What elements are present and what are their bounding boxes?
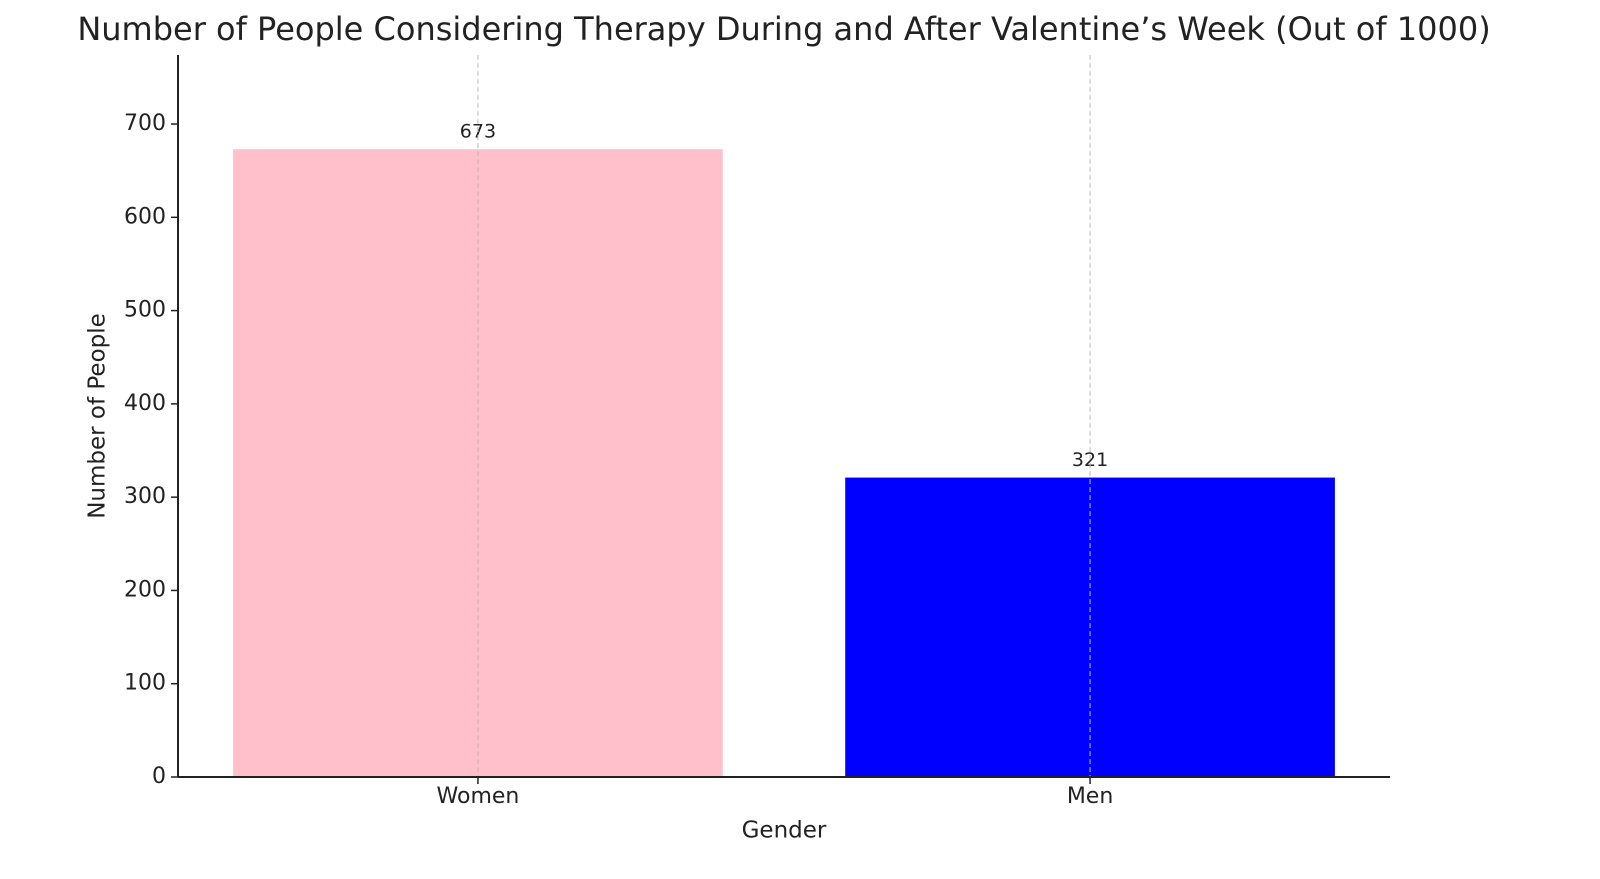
x-tick-label: Men xyxy=(1067,784,1113,809)
y-tick-label: 0 xyxy=(152,764,166,789)
x-tick-label: Women xyxy=(437,784,520,809)
value-label: 321 xyxy=(1072,449,1108,471)
y-tick-label: 200 xyxy=(124,577,166,602)
y-axis-label: Number of People xyxy=(85,313,111,519)
y-tick-label: 700 xyxy=(124,111,166,136)
y-tick-label: 400 xyxy=(124,391,166,416)
y-tick-label: 300 xyxy=(124,484,166,509)
x-axis-label: Gender xyxy=(742,818,827,844)
y-tick-label: 600 xyxy=(124,204,166,229)
y-tick-label: 500 xyxy=(124,298,166,323)
chart-title: Number of People Considering Therapy Dur… xyxy=(77,10,1490,48)
y-tick-label: 100 xyxy=(124,671,166,696)
